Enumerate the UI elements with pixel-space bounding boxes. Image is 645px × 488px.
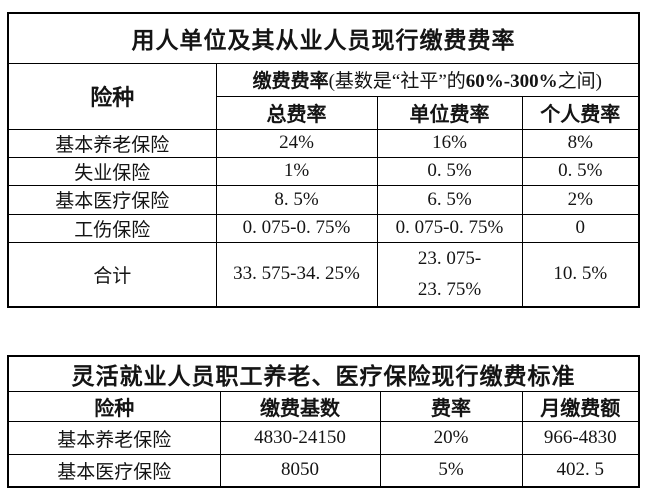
- cell-employer-rate: 23. 075- 23. 75%: [376, 241, 523, 308]
- row-label: 失业保险: [7, 156, 217, 186]
- flexible-table-title-row: 灵活就业人员职工养老、医疗保险现行缴费标准: [7, 355, 640, 392]
- cell-employer-rate: 0. 075-0. 75%: [376, 213, 523, 243]
- cell-employer-rate: 16%: [376, 128, 523, 158]
- row-label: 工伤保险: [7, 213, 217, 243]
- rate-header: 缴费费率(基数是“社平”的60%-300%之间): [215, 62, 640, 97]
- flexible-employment-table: 灵活就业人员职工养老、医疗保险现行缴费标准 险种 缴费基数 费率 月缴费额 基本…: [7, 355, 640, 488]
- table-row: 基本医疗保险 8. 5% 6. 5% 2%: [7, 184, 640, 215]
- table-row: 基本养老保险 4830-24150 20% 966-4830: [7, 421, 640, 455]
- table-row: 失业保险 1% 0. 5% 0. 5%: [7, 156, 640, 186]
- insurance-type-header: 险种: [7, 391, 221, 422]
- flexible-table-header-row: 险种 缴费基数 费率 月缴费额: [7, 391, 640, 422]
- table-row: 工伤保险 0. 075-0. 75% 0. 075-0. 75% 0: [7, 213, 640, 243]
- cell-monthly: 966-4830: [521, 421, 640, 455]
- cell-total-rate: 1%: [215, 156, 378, 186]
- cell-individual-rate: 10. 5%: [521, 241, 640, 308]
- row-label: 合计: [7, 241, 217, 308]
- employer-table-header-row: 险种 缴费费率(基数是“社平”的60%-300%之间): [7, 62, 640, 130]
- row-label: 基本医疗保险: [7, 454, 221, 487]
- row-label: 基本医疗保险: [7, 184, 217, 215]
- employer-rate-header: 单位费率: [376, 95, 523, 130]
- cell-total-rate: 0. 075-0. 75%: [215, 213, 378, 243]
- row-label: 基本养老保险: [7, 128, 217, 158]
- table-row-total: 合计 33. 575-34. 25% 23. 075- 23. 75% 10. …: [7, 241, 640, 308]
- row-label: 基本养老保险: [7, 421, 221, 455]
- total-rate-header: 总费率: [215, 95, 378, 130]
- cell-total-rate: 33. 575-34. 25%: [215, 241, 378, 308]
- cell-employer-rate: 6. 5%: [376, 184, 523, 215]
- cell-total-rate: 8. 5%: [215, 184, 378, 215]
- monthly-amount-header: 月缴费额: [521, 391, 640, 422]
- table-row: 基本养老保险 24% 16% 8%: [7, 128, 640, 158]
- cell-base: 8050: [219, 454, 381, 487]
- cell-monthly: 402. 5: [521, 454, 640, 487]
- employer-contribution-table: 用人单位及其从业人员现行缴费费率 险种 缴费费率(基数是“社平”的60%-300…: [7, 12, 640, 308]
- cell-individual-rate: 0: [521, 213, 640, 243]
- table-row: 基本医疗保险 8050 5% 402. 5: [7, 454, 640, 487]
- employer-table-subheader-row: 总费率 单位费率 个人费率: [8, 95, 640, 130]
- cell-employer-rate: 0. 5%: [376, 156, 523, 186]
- cell-individual-rate: 0. 5%: [521, 156, 640, 186]
- contribution-base-header: 缴费基数: [219, 391, 381, 422]
- individual-rate-header: 个人费率: [521, 95, 640, 130]
- cell-individual-rate: 2%: [521, 184, 640, 215]
- cell-individual-rate: 8%: [521, 128, 640, 158]
- cell-rate: 20%: [379, 421, 523, 455]
- insurance-type-header: 险种: [7, 62, 217, 130]
- employer-table-title: 用人单位及其从业人员现行缴费费率: [7, 12, 640, 64]
- flexible-table-title: 灵活就业人员职工养老、医疗保险现行缴费标准: [7, 355, 640, 392]
- rate-header-paren-close: 之间): [557, 71, 602, 92]
- cell-base: 4830-24150: [219, 421, 381, 455]
- cell-total-rate: 24%: [215, 128, 378, 158]
- rate-header: 费率: [379, 391, 523, 422]
- cell-rate: 5%: [379, 454, 523, 487]
- rate-header-range: 60%-300%: [465, 71, 558, 92]
- rate-header-paren-open: (基数是“社平”的: [328, 71, 466, 92]
- rate-header-label: 缴费费率: [252, 71, 329, 92]
- employer-table-title-row: 用人单位及其从业人员现行缴费费率: [7, 12, 640, 64]
